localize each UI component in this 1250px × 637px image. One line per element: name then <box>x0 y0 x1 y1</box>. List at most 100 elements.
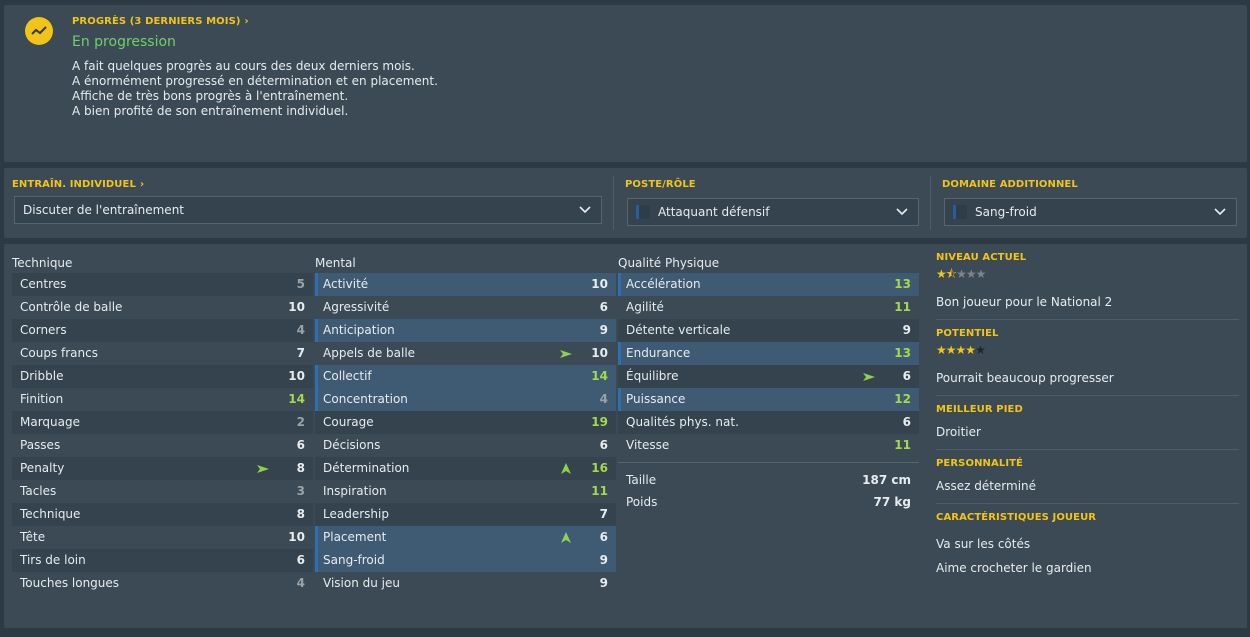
attribute-name: Anticipation <box>323 323 395 337</box>
attribute-name: Coups francs <box>20 346 98 360</box>
physical-attributes: Accélération 13 Agilité 11 Détente verticale… <box>618 273 919 457</box>
attribute-value: 4 <box>296 323 305 337</box>
attribute-value: 9 <box>599 576 608 590</box>
attribute-row[interactable]: Contrôle de balle 10 <box>12 296 313 319</box>
attribute-row[interactable]: Décisions 6 <box>315 434 616 457</box>
attribute-value: 6 <box>599 300 608 314</box>
mental-attributes: Activité 10 Agressivité 6 Anticipation 9 Appel… <box>315 273 616 595</box>
attribute-row[interactable]: Sang-froid 9 <box>315 549 616 572</box>
progress-note: A énormément progressé en détermination … <box>72 74 438 88</box>
attribute-row[interactable]: Vision du jeu 9 <box>315 572 616 595</box>
attribute-name: Tirs de loin <box>20 553 86 567</box>
attribute-row[interactable]: Qualités phys. nat. 6 <box>618 411 919 434</box>
additional-focus-dropdown[interactable]: Sang-froid <box>944 198 1237 226</box>
attribute-row[interactable]: Centres 5 <box>12 273 313 296</box>
height-row: Taille 187 cm <box>618 469 919 491</box>
attribute-row[interactable]: Collectif 14 <box>315 365 616 388</box>
attribute-row[interactable]: Anticipation 9 <box>315 319 616 342</box>
weight-label: Poids <box>626 495 658 509</box>
attribute-value: 6 <box>296 553 305 567</box>
star-full-icon: ★ <box>936 267 947 281</box>
attribute-value: 11 <box>894 438 911 452</box>
training-dropdown-value: Discuter de l'entraînement <box>23 203 184 217</box>
attribute-name: Vitesse <box>626 438 670 452</box>
personality-header: PERSONNALITÉ <box>936 458 1023 469</box>
attribute-name: Endurance <box>626 346 691 360</box>
attribute-name: Décisions <box>323 438 381 452</box>
attribute-row[interactable]: Corners 4 <box>12 319 313 342</box>
chevron-down-icon <box>1214 208 1226 216</box>
arrow-up-right-icon <box>863 373 875 381</box>
attribute-value: 8 <box>296 507 305 521</box>
preferred-foot-text: Droitier <box>936 425 981 439</box>
attribute-row[interactable]: Courage 19 <box>315 411 616 434</box>
attribute-row[interactable]: Détente verticale 9 <box>618 319 919 342</box>
attribute-value: 7 <box>599 507 608 521</box>
attribute-value: 12 <box>894 392 911 406</box>
additional-focus-value: Sang-froid <box>975 205 1037 219</box>
training-dropdown[interactable]: Discuter de l'entraînement <box>14 196 602 224</box>
divider <box>936 395 1239 396</box>
attribute-row[interactable]: Puissance 12 <box>618 388 919 411</box>
attribute-name: Marquage <box>20 415 81 429</box>
star-full-icon: ★ <box>936 343 947 357</box>
individual-training-link[interactable]: ENTRAÎN. INDIVIDUEL › <box>12 179 144 190</box>
attribute-name: Activité <box>323 277 369 291</box>
role-dropdown[interactable]: Attaquant défensif <box>627 198 919 226</box>
attribute-row[interactable]: Touches longues 4 <box>12 572 313 595</box>
role-flag-icon <box>636 205 650 219</box>
physical-title: Qualité Physique <box>618 256 720 270</box>
attribute-row[interactable]: Appels de balle 10 <box>315 342 616 365</box>
attribute-row[interactable]: Leadership 7 <box>315 503 616 526</box>
personality-text: Assez déterminé <box>936 479 1037 493</box>
attribute-row[interactable]: Agressivité 6 <box>315 296 616 319</box>
training-panel: ENTRAÎN. INDIVIDUEL › Discuter de l'entra… <box>4 168 1247 238</box>
progress-header-label: PROGRÈS (3 DERNIERS MOIS) <box>72 16 241 27</box>
focus-flag-icon <box>953 205 967 219</box>
attribute-row[interactable]: Endurance 13 <box>618 342 919 365</box>
current-ability-stars: ★⯪★★★ <box>936 267 1239 281</box>
attribute-row[interactable]: Marquage 2 <box>12 411 313 434</box>
attribute-value: 4 <box>599 392 608 406</box>
star-empty-icon: ★ <box>956 267 967 281</box>
attribute-row[interactable]: Finition 14 <box>12 388 313 411</box>
attribute-name: Leadership <box>323 507 389 521</box>
individual-training-label: ENTRAÎN. INDIVIDUEL <box>12 179 136 190</box>
progress-note: A bien profité de son entraînement indiv… <box>72 104 349 118</box>
attribute-row[interactable]: Agilité 11 <box>618 296 919 319</box>
attribute-row[interactable]: Vitesse 11 <box>618 434 919 457</box>
attribute-row[interactable]: Dribble 10 <box>12 365 313 388</box>
attribute-row[interactable]: Activité 10 <box>315 273 616 296</box>
attribute-row[interactable]: Tête 10 <box>12 526 313 549</box>
role-header: POSTE/RÔLE <box>625 179 696 190</box>
divider <box>936 503 1239 504</box>
attribute-row[interactable]: Concentration 4 <box>315 388 616 411</box>
chevron-down-icon <box>579 206 591 214</box>
weight-row: Poids 77 kg <box>618 491 919 513</box>
progress-header-link[interactable]: PROGRÈS (3 DERNIERS MOIS) › <box>72 16 249 27</box>
attribute-row[interactable]: Passes 6 <box>12 434 313 457</box>
attribute-name: Centres <box>20 277 67 291</box>
attribute-row[interactable]: Placement 6 <box>315 526 616 549</box>
player-info: NIVEAU ACTUEL ★⯪★★★ Bon joueur pour le N… <box>936 252 1239 575</box>
attribute-row[interactable]: Accélération 13 <box>618 273 919 296</box>
attribute-row[interactable]: Inspiration 11 <box>315 480 616 503</box>
attribute-row[interactable]: Coups francs 7 <box>12 342 313 365</box>
attribute-name: Inspiration <box>323 484 387 498</box>
star-half-icon: ⯪ <box>945 267 957 281</box>
attribute-row[interactable]: Détermination 16 <box>315 457 616 480</box>
current-ability-header: NIVEAU ACTUEL <box>936 252 1027 263</box>
star-empty-icon: ★ <box>965 267 977 281</box>
attribute-value: 4 <box>296 576 305 590</box>
attribute-name: Penalty <box>20 461 65 475</box>
attribute-row[interactable]: Penalty 8 <box>12 457 313 480</box>
attribute-value: 10 <box>288 369 305 383</box>
attribute-row[interactable]: Tirs de loin 6 <box>12 549 313 572</box>
physical-measurements: Taille 187 cm Poids 77 kg <box>618 462 919 513</box>
attribute-name: Puissance <box>626 392 686 406</box>
attribute-row[interactable]: Équilibre 6 <box>618 365 919 388</box>
attribute-name: Technique <box>20 507 81 521</box>
attribute-value: 13 <box>894 346 911 360</box>
attribute-row[interactable]: Technique 8 <box>12 503 313 526</box>
attribute-row[interactable]: Tacles 3 <box>12 480 313 503</box>
